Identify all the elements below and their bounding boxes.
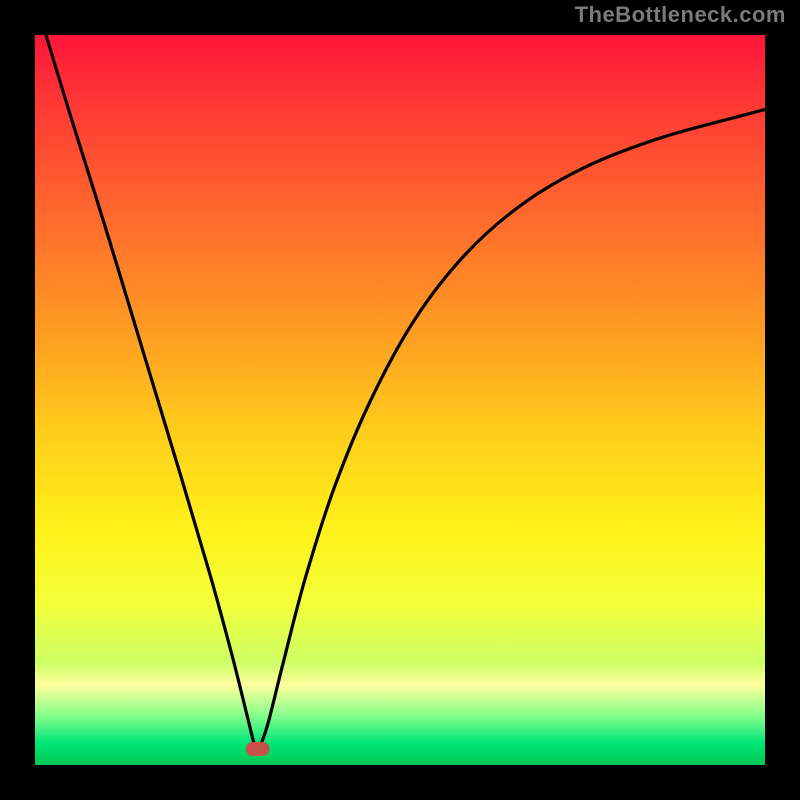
watermark-text: TheBottleneck.com: [575, 2, 786, 28]
plot-svg: [35, 35, 765, 765]
chart-frame: TheBottleneck.com: [0, 0, 800, 800]
min-marker: [246, 742, 269, 756]
plot-area: [35, 35, 765, 765]
plot-background: [35, 35, 765, 765]
